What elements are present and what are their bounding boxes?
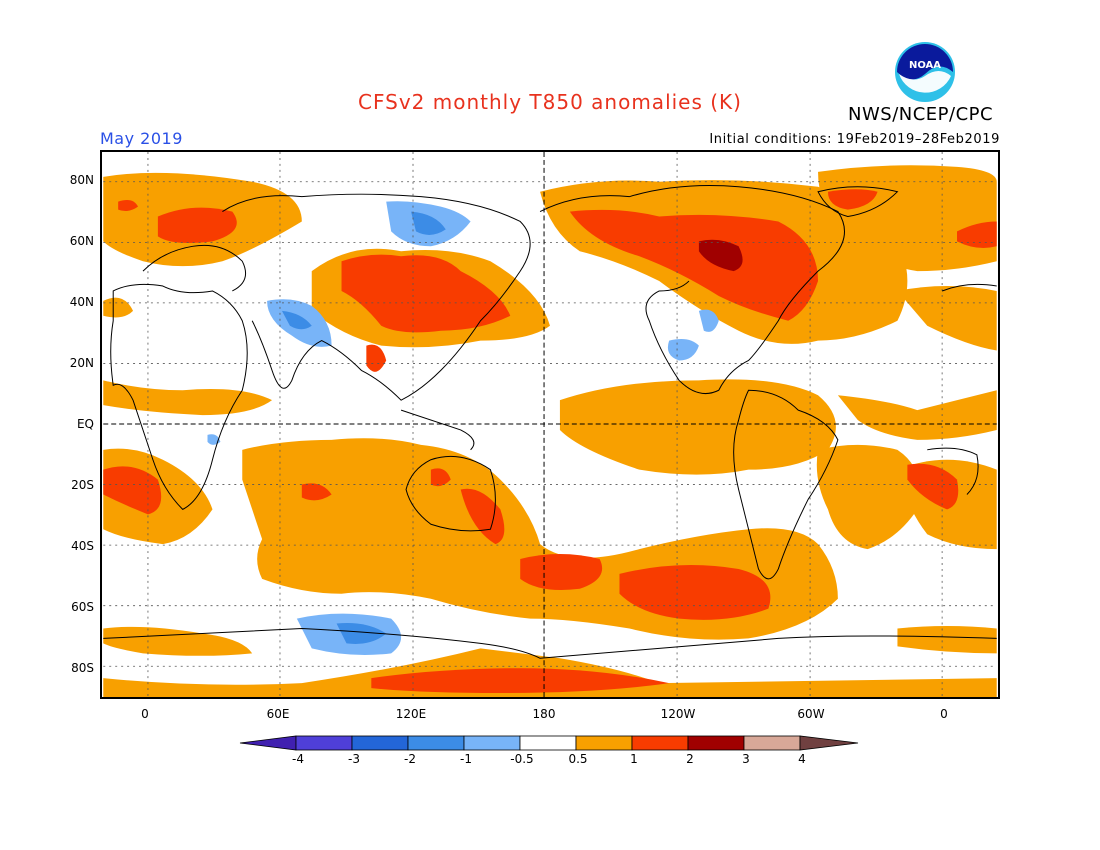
initial-conditions: Initial conditions: 19Feb2019–28Feb2019 — [709, 132, 1000, 147]
colorbar-label: -4 — [292, 752, 304, 766]
chart-title: CFSv2 monthly T850 anomalies (K) — [358, 90, 742, 114]
colorbar-label: -0.5 — [510, 752, 534, 766]
strong-warm-anomaly-shading — [103, 189, 997, 694]
colorbar-low-arrow — [239, 735, 297, 751]
map-gridlines — [103, 152, 997, 697]
colorbar-segment — [575, 735, 633, 751]
lon-label: 180 — [532, 707, 556, 721]
colorbar — [239, 735, 859, 751]
lat-label: 40N — [69, 295, 94, 309]
lon-label: 120W — [660, 707, 696, 721]
noaa-logo: NOAA — [895, 42, 955, 102]
lon-label: 60W — [797, 707, 825, 721]
colorbar-segment — [351, 735, 409, 751]
colorbar-segment — [463, 735, 521, 751]
coastlines — [103, 185, 997, 659]
forecast-month: May 2019 — [100, 129, 183, 148]
logo-text: NOAA — [909, 60, 941, 71]
lat-label: 80N — [69, 173, 94, 187]
colorbar-segment — [687, 735, 745, 751]
very-strong-warm-anomaly-shading — [698, 239, 743, 272]
lon-label: 120E — [395, 707, 427, 721]
colorbar-label: 2 — [686, 752, 694, 766]
moderate-cool-anomaly-shading — [281, 211, 446, 644]
lon-label: 0 — [940, 707, 948, 721]
lat-label: 20N — [69, 356, 94, 370]
lon-label: 60E — [266, 707, 290, 721]
warm-anomaly-shading — [103, 165, 997, 697]
lat-label: 60S — [71, 600, 94, 614]
colorbar-label: 4 — [798, 752, 806, 766]
colorbar-label: 3 — [742, 752, 750, 766]
lat-label: 60N — [69, 234, 94, 248]
colorbar-label: -3 — [348, 752, 360, 766]
colorbar-segment — [743, 735, 801, 751]
lat-label: EQ — [76, 417, 94, 431]
colorbar-label: -1 — [460, 752, 472, 766]
colorbar-label: 1 — [630, 752, 638, 766]
colorbar-high-arrow — [799, 735, 859, 751]
colorbar-segment — [519, 735, 577, 751]
anomaly-map — [100, 150, 1000, 699]
lat-label: 80S — [71, 661, 94, 675]
equator-and-dateline — [103, 152, 997, 697]
lat-label: 40S — [71, 539, 94, 553]
lon-label: 0 — [141, 707, 149, 721]
colorbar-segment — [407, 735, 465, 751]
colorbar-label: -2 — [404, 752, 416, 766]
agency-label: NWS/NCEP/CPC — [848, 104, 994, 125]
colorbar-label: 0.5 — [568, 752, 588, 766]
lat-label: 20S — [71, 478, 94, 492]
colorbar-segment — [295, 735, 353, 751]
colorbar-segment — [631, 735, 689, 751]
